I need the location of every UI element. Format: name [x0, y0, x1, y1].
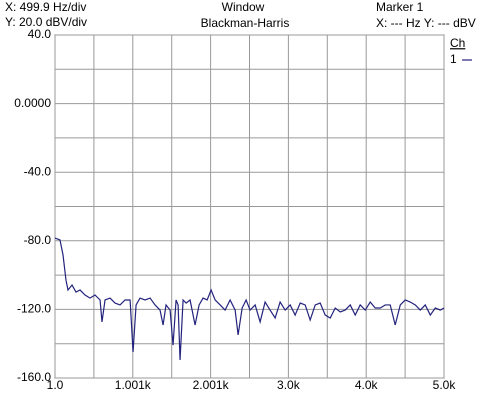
- y-tick-label: -80.0: [24, 233, 52, 247]
- x-tick-label: 1.0: [47, 378, 64, 392]
- y-tick-label: 0.0000: [14, 96, 51, 110]
- window-label: Window: [222, 0, 265, 14]
- x-tick-label: 4.0k: [355, 378, 379, 392]
- x-tick-label: 1.001k: [115, 378, 152, 392]
- y-tick-label: -160.0: [17, 370, 51, 384]
- y-tick-label: -40.0: [24, 164, 52, 178]
- x-tick-label: 2.001k: [193, 378, 230, 392]
- x-scale: X: 499.9 Hz/div: [5, 0, 86, 14]
- x-tick-label: 5.0k: [433, 378, 457, 392]
- x-tick-label: 3.0k: [277, 378, 301, 392]
- trace: [54, 237, 445, 361]
- legend-label: 1: [450, 52, 457, 66]
- legend-title: Ch: [450, 36, 465, 50]
- y-tick-label: 40.0: [28, 27, 52, 41]
- window: Blackman-Harris: [201, 16, 290, 30]
- y-tick-label: -120.0: [17, 302, 51, 316]
- marker: Marker 1: [376, 0, 424, 14]
- marker-readout: X: --- Hz Y: --- dBV: [376, 16, 476, 30]
- y-scale: Y: 20.0 dBV/div: [5, 15, 87, 29]
